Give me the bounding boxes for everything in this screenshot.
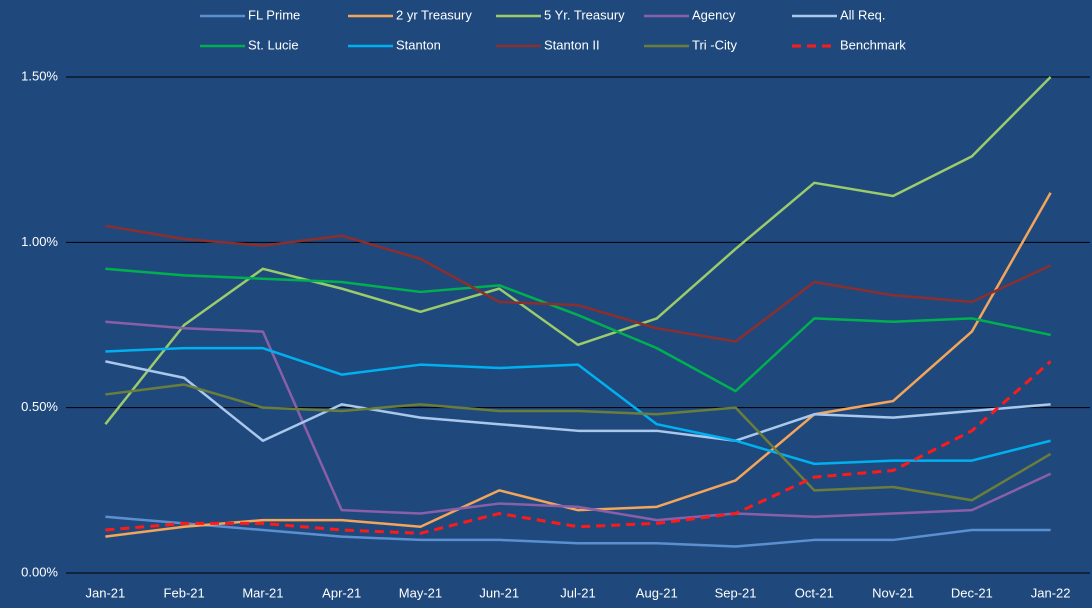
series-line [105,360,1052,535]
x-tick-label: Nov-21 [872,585,914,600]
legend-label: 5 Yr. Treasury [544,7,625,22]
x-tick-label: May-21 [399,585,442,600]
x-tick-label: Apr-21 [322,585,361,600]
x-tick-label: Mar-21 [242,585,283,600]
y-tick-label: 1.50% [21,68,58,83]
series-line [105,267,1051,393]
y-tick-label: 0.50% [21,399,58,414]
x-tick-label: Jul-21 [560,585,595,600]
x-tick-label: Jan-22 [1031,585,1071,600]
x-tick-label: Aug-21 [636,585,678,600]
series-line [105,383,1052,502]
y-tick-label: 1.00% [21,234,58,249]
x-tick-label: Oct-21 [795,585,834,600]
series-line [105,346,1051,466]
series-line [105,224,1052,343]
legend-label: Tri -City [692,37,738,52]
series-line [104,76,1052,425]
series-line [105,192,1052,538]
series-line [105,320,1052,522]
legend-label: St. Lucie [248,37,299,52]
series-line [105,360,1051,442]
y-tick-label: 0.00% [21,564,58,579]
legend-label: Stanton II [544,37,600,52]
legend-label: All Req. [840,7,886,22]
x-tick-label: Jun-21 [479,585,519,600]
legend-label: 2 yr Treasury [396,7,472,22]
x-tick-label: Jan-21 [86,585,126,600]
x-tick-label: Feb-21 [164,585,205,600]
x-tick-label: Dec-21 [951,585,993,600]
legend-label: FL Prime [248,7,300,22]
series-line [105,515,1051,548]
legend-label: Agency [692,7,736,22]
x-tick-label: Sep-21 [715,585,757,600]
legend-label: Stanton [396,37,441,52]
legend-label: Benchmark [840,37,906,52]
